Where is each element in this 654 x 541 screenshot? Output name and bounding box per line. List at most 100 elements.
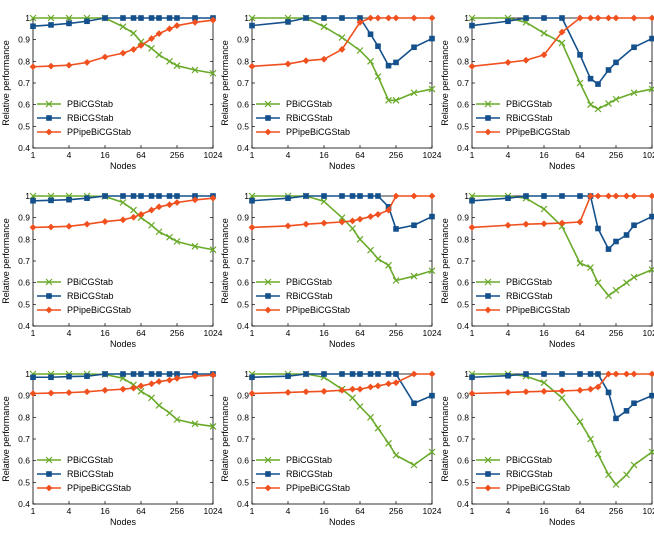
data-point <box>587 14 594 22</box>
data-point <box>559 193 565 199</box>
legend-swatch-marker-b <box>484 100 492 108</box>
data-point <box>558 28 566 36</box>
y-tick-label: 0.5 <box>457 121 469 131</box>
data-point <box>630 192 638 200</box>
x-tick-label: 256 <box>389 506 403 516</box>
data-point-b <box>166 233 173 241</box>
data-point-b <box>392 96 400 104</box>
data-point <box>209 246 217 254</box>
data-point <box>166 409 173 417</box>
x-tick-label: 1 <box>250 328 255 338</box>
series-PBiCGStab <box>468 14 654 113</box>
data-point <box>120 371 126 377</box>
x-tick-label: 1024 <box>643 150 654 160</box>
data-point <box>648 85 654 93</box>
data-point-b <box>130 206 137 214</box>
data-point <box>649 392 654 399</box>
data-point <box>428 370 436 378</box>
series-line-PBiCGStab <box>472 17 653 110</box>
y-tick-label: 0.8 <box>237 56 249 66</box>
data-point <box>385 371 392 377</box>
data-point <box>468 14 476 22</box>
y-tick-label: 0.8 <box>457 234 469 244</box>
y-tick-label: 0.9 <box>237 35 249 45</box>
data-point <box>339 15 345 21</box>
data-point <box>540 205 548 213</box>
x-tick-label: 4 <box>286 506 291 516</box>
data-point <box>623 370 630 378</box>
data-point <box>428 448 436 456</box>
data-point-b <box>410 461 418 469</box>
data-point-b <box>47 14 55 22</box>
data-point <box>540 29 548 37</box>
data-point <box>173 374 181 382</box>
data-point <box>605 67 612 73</box>
y-tick-label: 1 <box>25 13 30 23</box>
data-point <box>504 221 512 229</box>
data-point <box>338 46 346 53</box>
data-point-b <box>410 89 418 97</box>
data-point <box>349 385 356 393</box>
y-tick-label: 1 <box>244 13 249 23</box>
data-point <box>320 23 328 31</box>
y-tick-label: 0.6 <box>457 278 469 288</box>
data-point <box>541 15 547 21</box>
data-point-b <box>320 23 328 31</box>
legend: PBiCGStab RBiCGStab PPipeBiCGStab <box>476 277 570 315</box>
data-point <box>166 15 173 21</box>
data-point <box>166 201 173 209</box>
data-point <box>173 62 181 70</box>
data-point-b <box>623 279 630 287</box>
legend-label: PPipeBiCGStab <box>67 483 131 493</box>
x-tick-label: 16 <box>539 506 549 516</box>
data-point <box>374 14 382 22</box>
data-point <box>594 192 602 200</box>
data-point <box>47 62 55 70</box>
series-line-RBiCGStab <box>471 17 653 85</box>
data-point <box>541 371 547 377</box>
data-point <box>558 387 566 395</box>
data-point <box>648 192 654 200</box>
legend: PBiCGStab RBiCGStab PPipeBiCGStab <box>256 99 350 137</box>
data-point <box>523 371 529 377</box>
data-point <box>148 221 155 229</box>
data-point <box>148 394 155 402</box>
data-point <box>83 220 91 228</box>
data-point <box>338 386 346 394</box>
legend-swatch-marker <box>265 293 271 299</box>
legend-label: RBiCGStab <box>67 469 114 479</box>
data-point <box>411 44 417 51</box>
y-tick-label: 1 <box>464 191 469 201</box>
data-point <box>374 424 382 432</box>
data-point-b <box>648 266 654 274</box>
data-point <box>587 101 594 109</box>
y-axis-label: Relative performance <box>1 40 11 126</box>
data-point <box>648 448 654 456</box>
legend: PBiCGStab RBiCGStab PPipeBiCGStab <box>37 99 131 137</box>
data-point <box>595 371 601 377</box>
data-point <box>130 206 137 214</box>
data-point-b <box>173 416 181 423</box>
data-point <box>630 273 638 281</box>
data-point <box>84 18 90 25</box>
data-point-b <box>468 14 476 22</box>
legend-label: PBiCGStab <box>506 455 552 465</box>
x-tick-label: 16 <box>100 150 110 160</box>
data-point <box>209 194 217 202</box>
data-point <box>130 213 137 221</box>
data-point <box>356 18 364 26</box>
data-point <box>540 387 548 395</box>
data-point-b <box>119 199 127 206</box>
data-point-b <box>65 14 73 22</box>
y-axis-label: Relative performance <box>440 218 450 304</box>
x-tick-label: 64 <box>136 506 146 516</box>
data-point <box>339 371 345 377</box>
data-point <box>429 213 435 220</box>
y-tick-label: 0.6 <box>18 456 30 466</box>
x-tick-label: 4 <box>286 328 291 338</box>
data-point <box>248 224 256 231</box>
x-tick-label: 4 <box>506 328 511 338</box>
data-point <box>469 22 475 29</box>
data-point <box>148 206 155 214</box>
data-point <box>29 390 37 397</box>
